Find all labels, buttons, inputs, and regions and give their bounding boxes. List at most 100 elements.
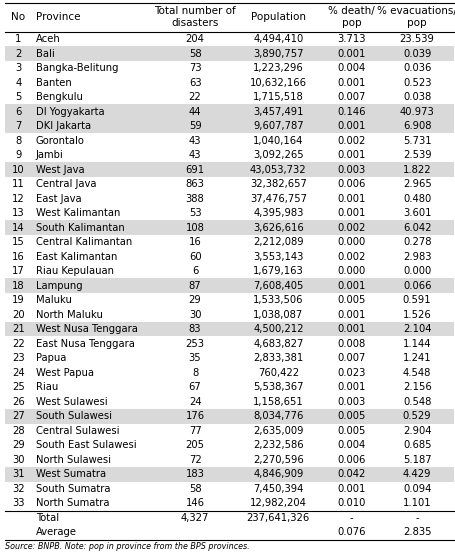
Text: South Sumatra: South Sumatra — [36, 484, 110, 494]
Text: 6.908: 6.908 — [402, 121, 430, 131]
Text: 0.042: 0.042 — [337, 469, 365, 479]
Text: 237,641,326: 237,641,326 — [246, 513, 309, 523]
Text: 0.000: 0.000 — [402, 266, 430, 276]
Text: 1.241: 1.241 — [402, 353, 430, 363]
Text: 3,553,143: 3,553,143 — [253, 252, 303, 262]
Text: 22: 22 — [12, 339, 25, 349]
Text: 3,890,757: 3,890,757 — [253, 49, 303, 59]
Text: 72: 72 — [188, 455, 201, 465]
Text: 0.001: 0.001 — [337, 208, 365, 218]
Text: 760,422: 760,422 — [257, 368, 298, 378]
Text: 4: 4 — [15, 78, 21, 88]
Text: 1,533,506: 1,533,506 — [253, 295, 303, 305]
Text: 2,635,009: 2,635,009 — [253, 426, 303, 436]
Text: Bengkulu: Bengkulu — [36, 92, 83, 102]
Text: 0.002: 0.002 — [337, 252, 365, 262]
Text: 13: 13 — [12, 208, 25, 218]
Text: 26: 26 — [12, 397, 25, 407]
Text: 1,038,087: 1,038,087 — [253, 310, 303, 320]
Text: 0.007: 0.007 — [337, 353, 365, 363]
Text: Average: Average — [36, 527, 77, 537]
Text: 8: 8 — [192, 368, 198, 378]
Text: 146: 146 — [185, 498, 204, 508]
Text: 1,223,296: 1,223,296 — [253, 63, 303, 73]
Text: 32,382,657: 32,382,657 — [249, 179, 306, 189]
Text: 16: 16 — [12, 252, 25, 262]
Text: West Kalimantan: West Kalimantan — [36, 208, 120, 218]
Text: 53: 53 — [188, 208, 201, 218]
Text: 0.036: 0.036 — [402, 63, 430, 73]
Bar — [5, 119, 453, 133]
Text: 4,846,909: 4,846,909 — [253, 469, 303, 479]
Text: 28: 28 — [12, 426, 25, 436]
Text: 21: 21 — [12, 324, 25, 334]
Text: 4,395,983: 4,395,983 — [253, 208, 303, 218]
Bar — [5, 467, 453, 482]
Text: 0.591: 0.591 — [402, 295, 430, 305]
Bar — [5, 322, 453, 336]
Text: 0.005: 0.005 — [337, 411, 365, 421]
Text: 27: 27 — [12, 411, 25, 421]
Text: 0.001: 0.001 — [337, 281, 365, 291]
Text: Total number of
disasters: Total number of disasters — [154, 6, 235, 28]
Text: 25: 25 — [12, 382, 25, 392]
Text: No: No — [11, 12, 25, 22]
Text: 0.480: 0.480 — [402, 194, 430, 204]
Text: 60: 60 — [188, 252, 201, 262]
Text: 2: 2 — [15, 49, 21, 59]
Text: 0.523: 0.523 — [402, 78, 430, 88]
Text: 183: 183 — [185, 469, 204, 479]
Text: North Sulawesi: North Sulawesi — [36, 455, 111, 465]
Text: 5,538,367: 5,538,367 — [253, 382, 303, 392]
Text: 33: 33 — [12, 498, 25, 508]
Text: Province: Province — [36, 12, 80, 22]
Text: 31: 31 — [12, 469, 25, 479]
Text: 6: 6 — [15, 107, 21, 117]
Text: 4.429: 4.429 — [402, 469, 430, 479]
Text: 0.006: 0.006 — [337, 455, 365, 465]
Text: 4,500,212: 4,500,212 — [253, 324, 303, 334]
Text: 3.601: 3.601 — [402, 208, 430, 218]
Text: East Kalimantan: East Kalimantan — [36, 252, 117, 262]
Text: Papua: Papua — [36, 353, 66, 363]
Text: 17: 17 — [12, 266, 25, 276]
Text: North Maluku: North Maluku — [36, 310, 103, 320]
Text: 73: 73 — [188, 63, 201, 73]
Text: 1,715,518: 1,715,518 — [253, 92, 303, 102]
Text: 4,683,827: 4,683,827 — [253, 339, 303, 349]
Bar — [5, 409, 453, 424]
Text: Maluku: Maluku — [36, 295, 72, 305]
Text: 0.001: 0.001 — [337, 194, 365, 204]
Text: West Sumatra: West Sumatra — [36, 469, 106, 479]
Text: East Nusa Tenggara: East Nusa Tenggara — [36, 339, 135, 349]
Text: South Sulawesi: South Sulawesi — [36, 411, 112, 421]
Text: 5.731: 5.731 — [402, 136, 430, 146]
Bar — [5, 162, 453, 177]
Text: 0.001: 0.001 — [337, 324, 365, 334]
Text: 7: 7 — [15, 121, 21, 131]
Text: 43,053,732: 43,053,732 — [249, 165, 306, 175]
Text: Aceh: Aceh — [36, 34, 61, 44]
Text: 388: 388 — [185, 194, 204, 204]
Text: 0.001: 0.001 — [337, 484, 365, 494]
Text: 0.001: 0.001 — [337, 150, 365, 160]
Text: East Java: East Java — [36, 194, 81, 204]
Text: 4,494,410: 4,494,410 — [253, 34, 303, 44]
Text: 12,982,204: 12,982,204 — [249, 498, 306, 508]
Text: Jambi: Jambi — [36, 150, 64, 160]
Text: 10,632,166: 10,632,166 — [249, 78, 306, 88]
Text: 7,450,394: 7,450,394 — [253, 484, 303, 494]
Text: 863: 863 — [185, 179, 204, 189]
Text: 2,833,381: 2,833,381 — [253, 353, 303, 363]
Text: Riau: Riau — [36, 382, 58, 392]
Text: 2,212,089: 2,212,089 — [253, 237, 303, 247]
Text: 32: 32 — [12, 484, 25, 494]
Text: 205: 205 — [185, 440, 204, 450]
Text: 0.004: 0.004 — [337, 440, 365, 450]
Text: 11: 11 — [12, 179, 25, 189]
Text: 0.076: 0.076 — [337, 527, 365, 537]
Text: 12: 12 — [12, 194, 25, 204]
Text: 0.066: 0.066 — [402, 281, 430, 291]
Text: 22: 22 — [188, 92, 201, 102]
Text: 83: 83 — [188, 324, 201, 334]
